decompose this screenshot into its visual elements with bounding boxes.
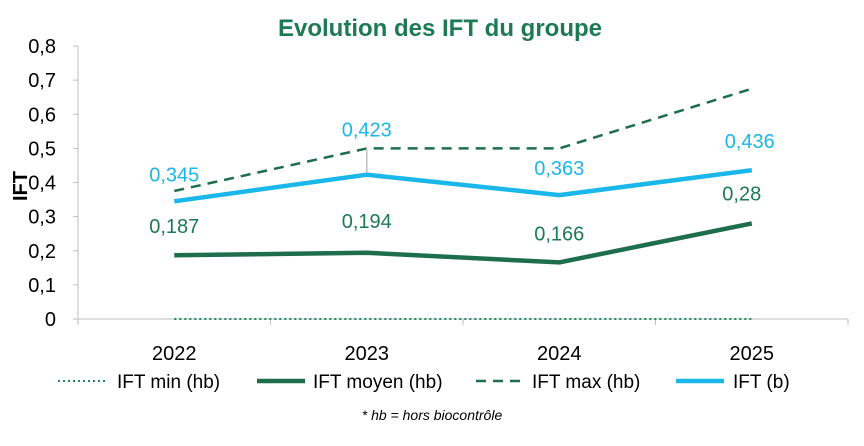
y-tick-label: 0,8 bbox=[28, 36, 56, 58]
data-label-ift-moyen: 0,28 bbox=[722, 183, 761, 205]
data-label-ift-b: 0,436 bbox=[725, 131, 775, 153]
data-label-ift-b: 0,363 bbox=[534, 158, 584, 180]
legend-label: IFT min (hb) bbox=[117, 372, 220, 393]
data-label-ift-moyen: 0,166 bbox=[534, 223, 584, 245]
x-tick-label: 2023 bbox=[345, 343, 390, 365]
y-tick-label: 0,1 bbox=[28, 275, 56, 297]
y-tick-label: 0,7 bbox=[28, 70, 56, 92]
y-axis-label: IFT bbox=[10, 171, 32, 201]
y-tick-label: 0 bbox=[45, 309, 56, 331]
y-tick-label: 0,5 bbox=[28, 138, 56, 160]
series-lines bbox=[173, 87, 753, 320]
data-labels: 0,345 0,423 0,363 0,436 0,187 0,194 0,166 0,28 bbox=[149, 120, 775, 246]
legend-label: IFT moyen (hb) bbox=[313, 372, 443, 393]
x-axis: 2022 2023 2024 2025 bbox=[77, 318, 849, 365]
series-line-ift-moyen-hb bbox=[174, 221, 753, 265]
y-tick-label: 0,6 bbox=[28, 104, 56, 126]
legend-label: IFT (b) bbox=[733, 372, 790, 393]
series-line-ift-b bbox=[173, 167, 753, 204]
data-label-ift-b: 0,423 bbox=[342, 120, 392, 142]
legend-label: IFT max (hb) bbox=[532, 372, 640, 393]
y-tick-label: 0,2 bbox=[28, 241, 56, 263]
data-label-ift-moyen: 0,187 bbox=[149, 216, 199, 238]
legend: IFT min (hb) IFT moyen (hb) IFT max (hb) IF… bbox=[58, 372, 790, 393]
y-tick-label: 0,4 bbox=[28, 173, 56, 195]
x-tick-label: 2024 bbox=[537, 343, 582, 365]
x-tick-label: 2025 bbox=[730, 343, 775, 365]
footnote: * hb = hors biocontrôle bbox=[362, 407, 503, 423]
series-line-ift-max-hb bbox=[174, 87, 753, 193]
x-tick-label: 2022 bbox=[152, 343, 197, 365]
y-axis: 0 0,1 0,2 0,3 0,4 0,5 0,6 0,7 0,8 bbox=[28, 36, 79, 331]
data-label-ift-b: 0,345 bbox=[149, 164, 199, 186]
y-tick-label: 0,3 bbox=[28, 207, 56, 229]
data-label-ift-moyen: 0,194 bbox=[342, 211, 392, 233]
chart-title: Evolution des IFT du groupe bbox=[278, 15, 602, 42]
